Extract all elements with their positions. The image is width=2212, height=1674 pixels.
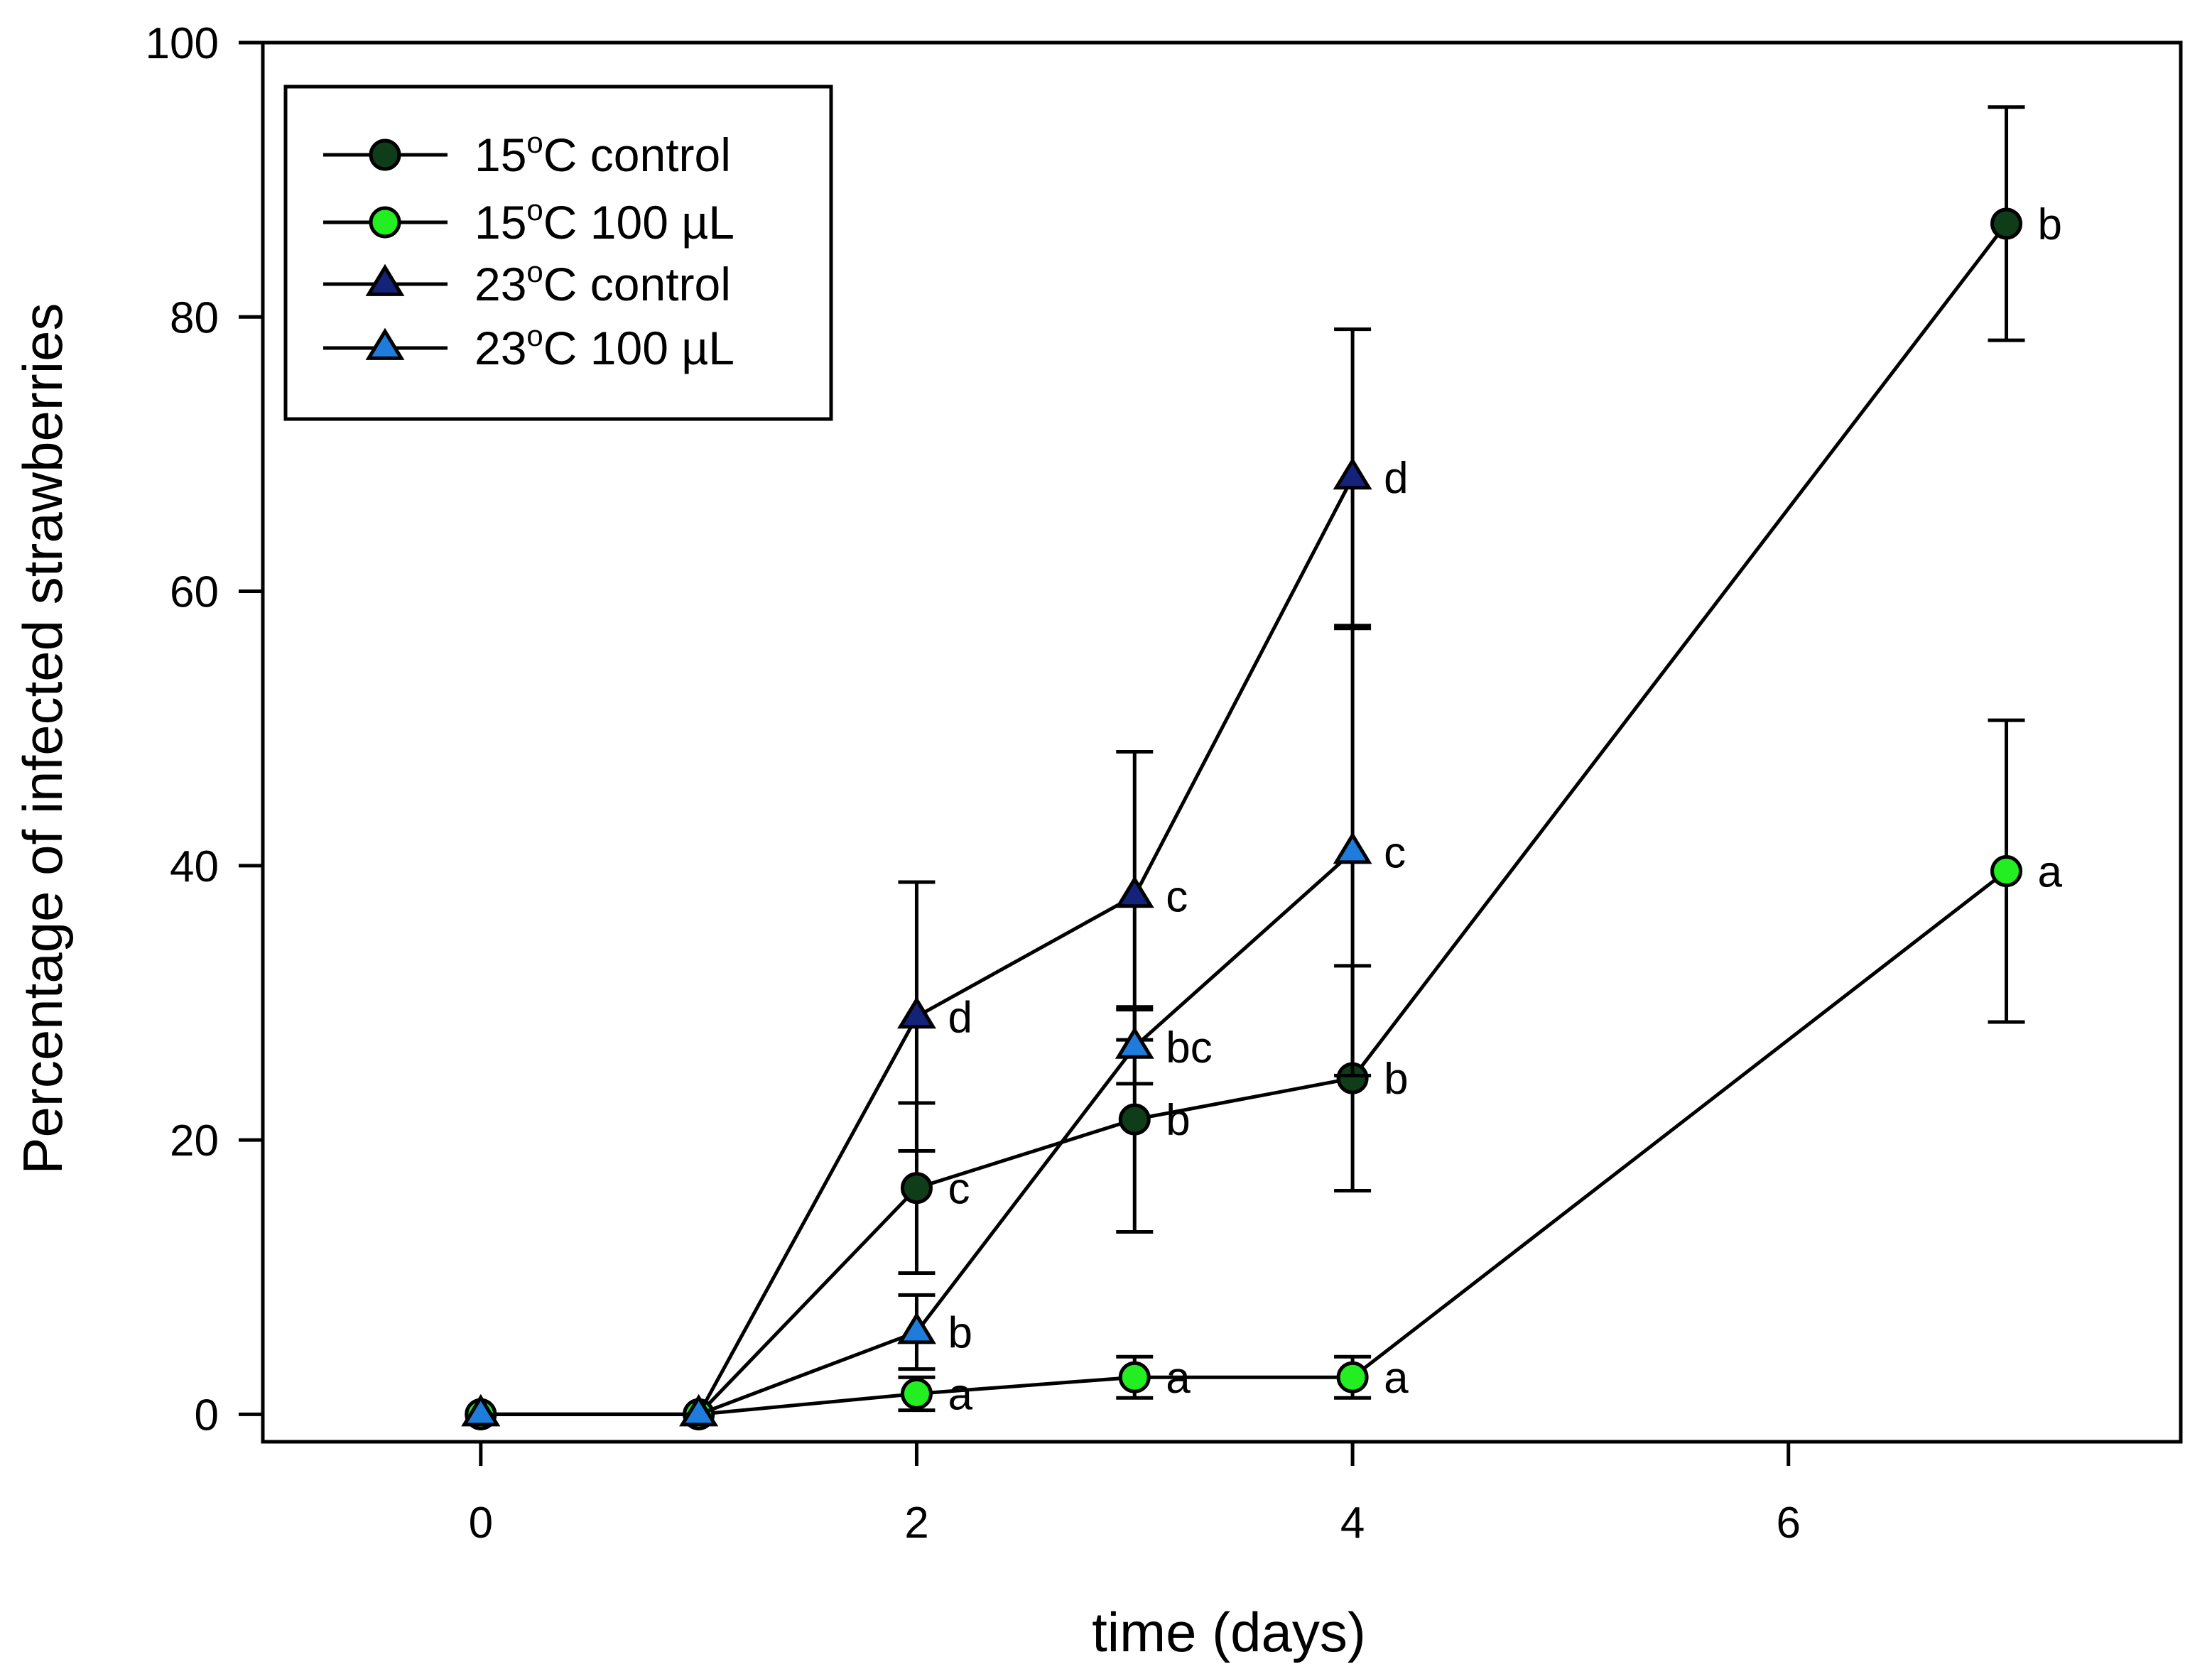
legend-marker <box>369 138 401 171</box>
y-tick-label: 100 <box>146 19 219 68</box>
significance-label: b <box>2038 200 2062 249</box>
significance-label: d <box>948 993 972 1042</box>
legend-label: 15oC control <box>475 126 731 181</box>
significance-label: b <box>1166 1096 1190 1145</box>
legend-label-superscript: o <box>526 255 543 288</box>
legend-entry: 15oC control <box>323 126 731 181</box>
x-tick-label: 6 <box>1776 1499 1800 1548</box>
significance-label: b <box>1384 1055 1408 1104</box>
data-point <box>1115 1026 1154 1059</box>
legend-label-superscript: o <box>526 126 543 159</box>
legend-marker <box>369 206 401 239</box>
legend-label-superscript: o <box>526 193 543 227</box>
significance-label: a <box>948 1370 972 1419</box>
data-point <box>1333 457 1372 490</box>
legend-label: 23oC 100 µL <box>475 319 734 374</box>
legend-entry: 23oC 100 µL <box>323 319 734 374</box>
data-point <box>1115 875 1154 908</box>
data-point <box>1990 855 2023 888</box>
legend-label: 15oC 100 µL <box>475 193 734 249</box>
data-point <box>1336 1361 1369 1393</box>
legend-label-superscript: o <box>526 319 543 352</box>
significance-label: a <box>2038 848 2063 897</box>
legend-label-number: 23 <box>475 322 526 374</box>
y-tick-label: 20 <box>170 1116 219 1165</box>
data-point <box>1990 207 2023 240</box>
legend-label: 23oC control <box>475 255 731 310</box>
x-tick-label: 4 <box>1340 1499 1365 1548</box>
legend-label-text: C 100 µL <box>543 196 734 249</box>
data-point <box>679 1393 719 1427</box>
legend-label-text: C control <box>543 129 731 181</box>
x-axis-title: time (days) <box>1092 1601 1366 1663</box>
data-point <box>900 1172 933 1205</box>
significance-label: a <box>1166 1354 1191 1403</box>
significance-label: c <box>948 1165 970 1214</box>
legend-label-number: 23 <box>475 258 526 310</box>
y-axis-title: Percentage of infected strawberries <box>11 303 74 1175</box>
significance-label: c <box>1166 872 1188 921</box>
legend-label-number: 15 <box>475 129 526 181</box>
significance-label: b <box>948 1308 972 1357</box>
legend-label-number: 15 <box>475 196 526 249</box>
data-point <box>900 1377 933 1410</box>
legend-marker <box>365 327 405 360</box>
axes: 0 20 40 60 80 100 0 2 4 6 <box>146 19 1801 1548</box>
legend-entry: 15oC 100 µL <box>323 193 734 249</box>
x-tick-label: 0 <box>469 1499 493 1548</box>
data-point <box>1118 1103 1151 1136</box>
x-tick-label: 2 <box>904 1499 928 1548</box>
data-point <box>897 1312 936 1344</box>
y-tick-label: 0 <box>195 1391 219 1440</box>
data-point <box>461 1393 501 1427</box>
plot-area-frame <box>261 40 2183 1444</box>
data-point <box>1333 832 1372 864</box>
y-tick-label: 80 <box>170 293 219 342</box>
legend-entry: 23oC control <box>323 255 731 310</box>
legend-label-text: C control <box>543 258 731 310</box>
data-point <box>1118 1361 1151 1393</box>
legend-marker <box>365 263 405 296</box>
y-tick-label: 40 <box>170 842 219 891</box>
y-tick-label: 60 <box>170 568 219 617</box>
significance-label: a <box>1384 1354 1409 1403</box>
significance-label: bc <box>1166 1023 1212 1072</box>
significance-label: c <box>1384 829 1406 878</box>
significance-label: d <box>1384 454 1408 503</box>
legend-label-text: C 100 µL <box>543 322 734 374</box>
data-point <box>897 996 936 1029</box>
